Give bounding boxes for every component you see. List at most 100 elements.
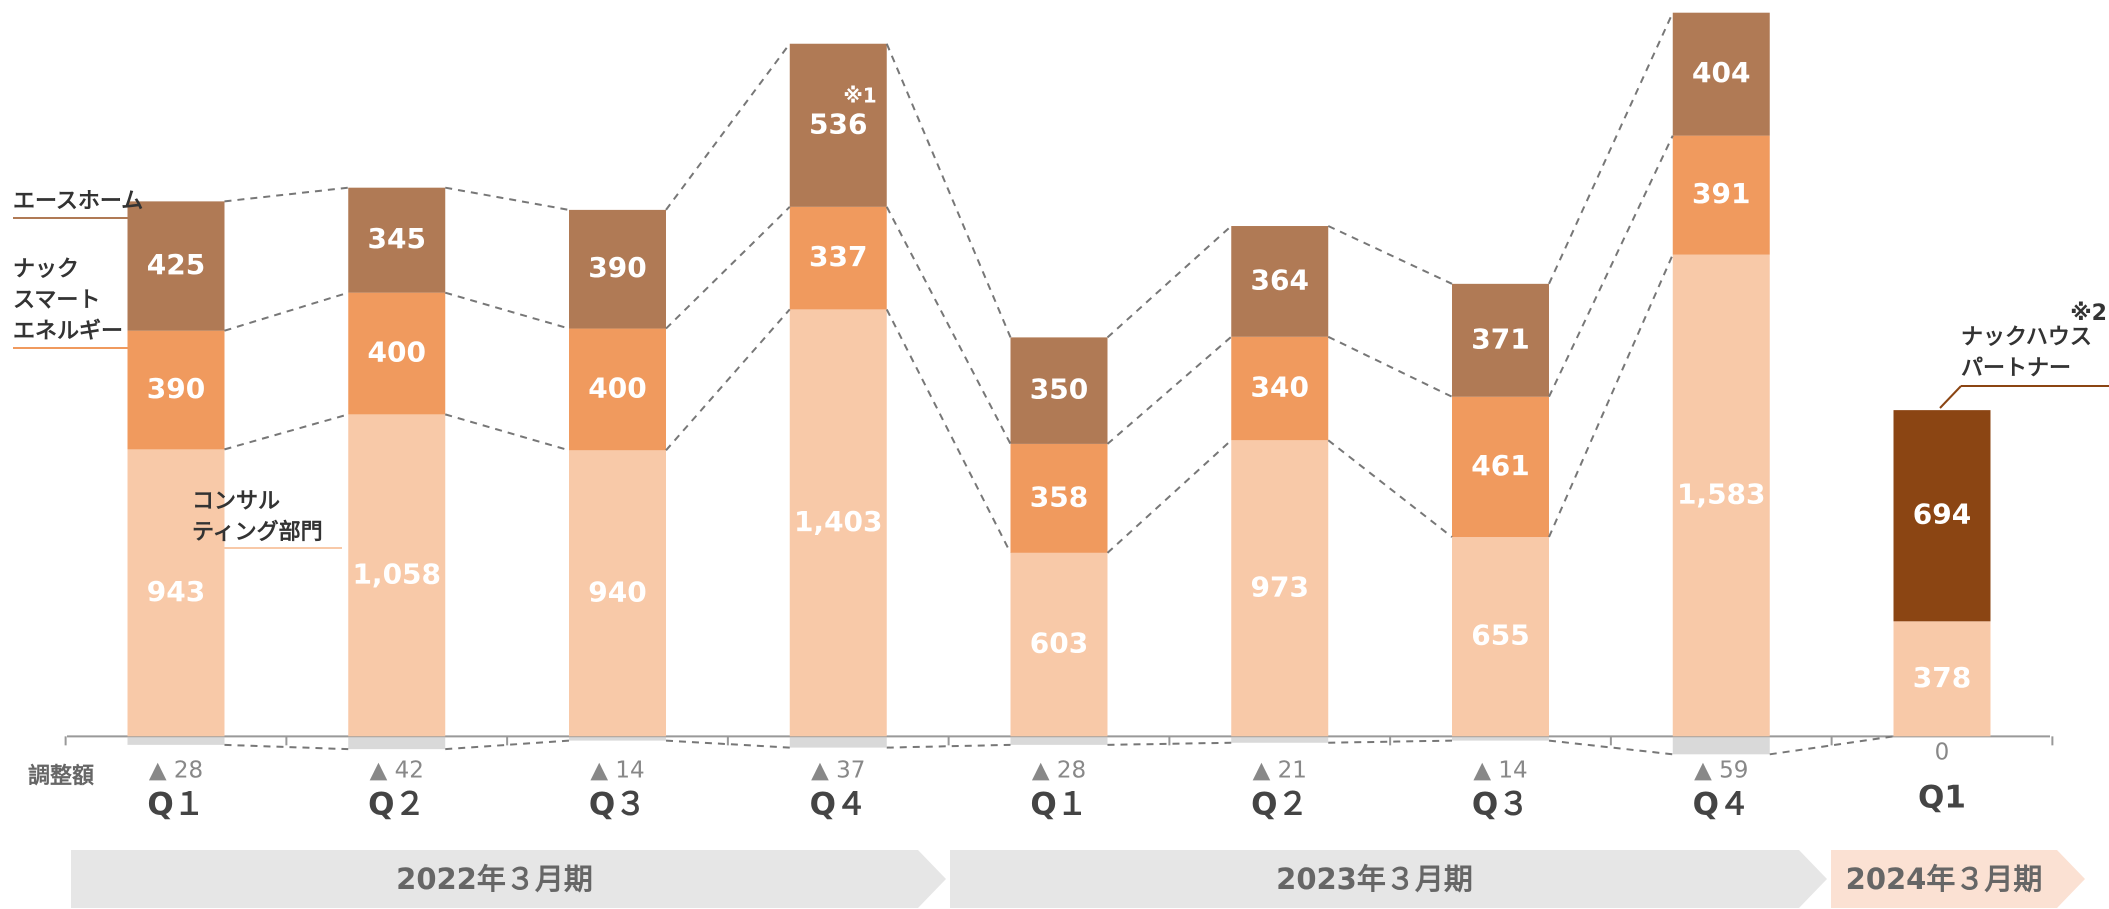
connector — [885, 308, 1012, 554]
bar-segment — [1452, 537, 1549, 737]
period-arrow — [1831, 850, 2085, 908]
adjustment-bar — [1231, 737, 1329, 743]
bar-segment — [127, 330, 225, 450]
period-label: 2023年３月期 — [1276, 862, 1473, 896]
legend-label: エースホーム — [13, 189, 143, 214]
adjustment-bar — [569, 737, 666, 741]
x-tick-label: Q４ — [810, 787, 867, 823]
bar-segment — [789, 206, 887, 310]
adjustment-label: ▲ 14 — [590, 758, 644, 784]
adjustment-label: ▲ 21 — [1253, 758, 1307, 784]
bar-segment — [1672, 135, 1770, 255]
value-label: 350 — [1030, 373, 1088, 406]
adjustment-name: 調整額 — [28, 763, 94, 789]
connector — [1327, 225, 1453, 285]
connector — [1106, 225, 1232, 339]
connector — [224, 186, 349, 203]
adjustment-bar — [348, 737, 446, 750]
adjustment-label: 0 — [1935, 740, 1950, 766]
value-label: 337 — [809, 240, 867, 273]
x-tick-label: Q１ — [147, 787, 204, 823]
period-label: 2024年３月期 — [1846, 862, 2043, 896]
value-label: 1,583 — [1677, 477, 1766, 510]
x-tick-label: Q１ — [1030, 787, 1087, 823]
value-label: 536 — [809, 107, 867, 140]
legend-leader — [159, 217, 182, 241]
value-label: 603 — [1030, 627, 1088, 660]
adjustment-bar — [1452, 737, 1549, 741]
value-label: 340 — [1251, 371, 1309, 404]
bar-segment — [127, 449, 225, 737]
adjustment-label: ▲ 28 — [149, 758, 203, 784]
connector — [1327, 439, 1453, 538]
x-tick-label: Q２ — [1251, 787, 1308, 823]
connector — [224, 291, 349, 332]
connector — [885, 206, 1012, 445]
bar-segment — [789, 43, 887, 207]
bar-segment — [1231, 226, 1329, 337]
value-label: 1,403 — [794, 505, 883, 538]
connector — [1548, 12, 1674, 285]
bar-segment — [1672, 254, 1770, 737]
bar-segment — [348, 187, 446, 293]
value-label: 940 — [588, 575, 646, 608]
adjustment-label: ▲ 14 — [1473, 758, 1527, 784]
connector — [445, 186, 570, 211]
x-tick-label: Q４ — [1693, 787, 1750, 823]
legend-label: ナックスマートエネルギー — [13, 257, 123, 344]
value-label: 461 — [1471, 449, 1529, 482]
annotation: ※2 — [2070, 301, 2107, 326]
connector — [1769, 735, 1894, 756]
legend-label: コンサルティング部門 — [192, 489, 323, 545]
legend-label: ナックハウスパートナー — [1961, 325, 2092, 381]
adjustment-label: ▲ 59 — [1694, 758, 1748, 784]
value-label: 364 — [1251, 263, 1309, 296]
adjustment-bar — [1672, 737, 1770, 755]
bar-segment — [1672, 12, 1770, 136]
bar-segment — [1893, 621, 1991, 737]
bar-segment — [1231, 336, 1329, 441]
value-label: 390 — [147, 372, 205, 405]
bar-segment — [1010, 552, 1108, 737]
legend-leader — [159, 347, 174, 373]
value-label: 1,058 — [352, 557, 441, 590]
bar-segment — [1452, 283, 1549, 397]
bar-segment — [569, 209, 666, 329]
value-label: 943 — [147, 575, 205, 608]
x-tick-label: Q３ — [589, 787, 646, 823]
period-arrow — [950, 850, 1827, 908]
period-label: 2022年３月期 — [396, 862, 593, 896]
bar-segment — [1231, 440, 1329, 737]
bar-segment — [1010, 443, 1108, 553]
value-label: 400 — [588, 371, 646, 404]
adjustment-label: ▲ 37 — [811, 758, 865, 784]
value-label: 655 — [1471, 619, 1529, 652]
value-label: 358 — [1030, 480, 1088, 513]
value-label: 404 — [1692, 56, 1750, 89]
connector — [1327, 335, 1453, 398]
adjustment-label: ▲ 28 — [1032, 758, 1086, 784]
value-label: 391 — [1692, 177, 1750, 210]
value-label: 973 — [1251, 570, 1309, 603]
adjustment-bar — [789, 737, 887, 748]
bar-segment — [348, 414, 446, 737]
connector — [224, 743, 349, 751]
connector — [665, 43, 791, 211]
connector — [885, 43, 1012, 338]
bar-segment — [569, 328, 666, 451]
bar-segment — [348, 292, 446, 415]
legend-leader — [175, 547, 185, 579]
x-tick-label: Q２ — [368, 787, 425, 823]
connector — [665, 206, 791, 330]
value-label: 694 — [1913, 498, 1971, 531]
x-tick-label: Q３ — [1472, 787, 1529, 823]
value-label: 390 — [588, 251, 646, 284]
connector — [1548, 135, 1674, 398]
connector — [1106, 439, 1232, 554]
connector — [224, 413, 349, 451]
legend-leader — [1939, 385, 1962, 409]
x-tick-label: Q1 — [1918, 780, 1966, 816]
bar-segment — [789, 309, 887, 737]
connector — [665, 308, 791, 451]
value-label: 400 — [368, 336, 426, 369]
